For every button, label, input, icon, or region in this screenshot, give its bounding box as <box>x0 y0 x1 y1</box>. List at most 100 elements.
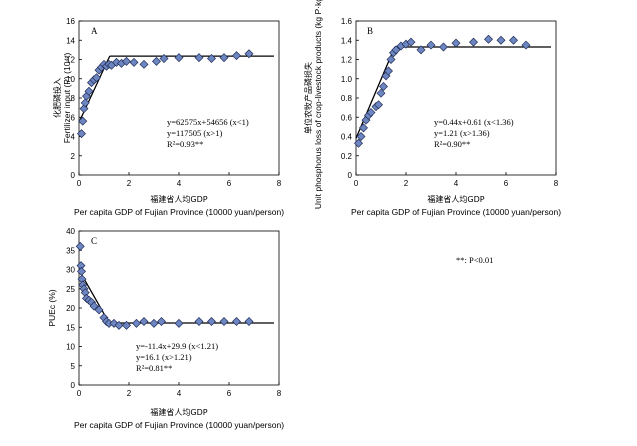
panel-a-data-point <box>122 56 131 66</box>
panel-b-data-point <box>384 66 393 76</box>
panel-c-data-point <box>75 241 85 251</box>
panel-c-ticks: 0 2 4 6 8 0 5 10 15 20 25 30 35 40 <box>66 227 282 398</box>
panel-c-ytick-label: 40 <box>66 227 75 236</box>
panel-a-data-point <box>139 59 149 69</box>
panel-a-ytick-label: 14 <box>66 36 75 45</box>
panel-a-data-point <box>219 53 229 63</box>
panel-c-equation-3: R²=0.81** <box>136 363 172 373</box>
panel-a-data-point <box>78 116 88 126</box>
panel-a-data-point <box>159 54 169 64</box>
panel-c-data-point <box>194 316 204 326</box>
panel-c-data-point <box>114 320 124 330</box>
panel-b-data-point <box>469 37 478 47</box>
panel-a-xtick-label: 4 <box>177 179 182 188</box>
panel-b-equation-1: y=0.44x+0.61 (x<1.36) <box>434 117 514 127</box>
panel-b-xtick-label: 0 <box>354 179 359 188</box>
panel-b-data-point <box>379 81 388 91</box>
panel-a-data-point <box>152 56 161 66</box>
panel-c-xtick-label: 0 <box>77 389 82 398</box>
panel-b-xtick-label: 8 <box>554 179 559 188</box>
panel-b-data-point <box>439 42 448 52</box>
panel-b-xlabel-en: Per capita GDP of Fujian Province (10000… <box>351 207 561 217</box>
panel-a-data-point <box>77 129 86 139</box>
panel-a-data-point <box>84 86 94 96</box>
panel-a-plot-frame <box>78 20 280 176</box>
panel-b-xtick-label: 2 <box>404 179 409 188</box>
panel-c-equation-2: y=16.1 (x>1.21) <box>136 352 192 362</box>
panel-c-ytick-label: 10 <box>66 343 75 352</box>
panel-a-xtick-label: 8 <box>277 179 282 188</box>
panel-a-ytick-label: 8 <box>71 94 76 103</box>
panel-a-ytick-label: 2 <box>71 152 76 161</box>
panel-c-points <box>75 241 254 330</box>
panel-c-ytick-label: 35 <box>66 246 75 255</box>
panel-c-xtick-label: 6 <box>227 389 232 398</box>
panel-b-ytick-label: 0.2 <box>341 152 353 161</box>
panel-b-ytick-label: 1.0 <box>341 75 353 84</box>
panel-c-ytick-label: 25 <box>66 285 75 294</box>
panel-b-data-point <box>354 138 363 148</box>
panel-b-data-point <box>376 88 386 98</box>
panel-a-equation-3: R²=0.93** <box>167 139 203 149</box>
panel-c-label: C <box>91 236 97 246</box>
panel-b-data-point <box>356 132 366 141</box>
panel-c-xtick-label: 4 <box>177 389 182 398</box>
panel-a-xlabel-cn: 福建省人均GDP <box>150 194 207 204</box>
panel-c-ytick-label: 0 <box>71 381 76 390</box>
panel-a-xtick-label: 0 <box>77 179 82 188</box>
panel-a-data-point <box>232 51 241 61</box>
panel-c-ylabel-en: PUEc (%) <box>47 289 57 326</box>
panel-b: B 0 2 4 6 8 0 0.2 0.4 0.6 0.8 1.0 1.2 1.4 1.6 y=0.44x… <box>303 0 561 217</box>
panel-a-xlabel-en: Per capita GDP of Fujian Province (10000… <box>74 207 284 217</box>
panel-b-ylabel-cn: 单位农牧产品磷损失 <box>303 62 313 134</box>
panel-b-equation-2: y=1.21 (x>1.36) <box>434 128 490 138</box>
panel-b-xtick-label: 4 <box>454 179 459 188</box>
panel-a-data-point <box>129 57 139 67</box>
panel-b-data-point <box>416 45 426 55</box>
panel-a-equation-2: y=117505 (x>1) <box>167 128 222 138</box>
panel-c-ytick-label: 30 <box>66 266 75 275</box>
panel-a-xtick-label: 2 <box>127 179 132 188</box>
panel-a: A 0 2 4 6 8 0 2 4 6 8 10 12 14 16 y=62575x+54656 (x<1… <box>52 17 284 217</box>
panel-b-data-point <box>426 40 436 50</box>
panel-c-data-point <box>174 318 184 328</box>
panel-c-data-point <box>232 316 241 326</box>
panel-b-xtick-label: 6 <box>504 179 509 188</box>
panel-a-ylabel-en: Fertilizer input (P) (10⁴t) <box>62 53 72 144</box>
panel-c-ytick-label: 15 <box>66 323 75 332</box>
panel-a-ytick-label: 0 <box>71 171 76 180</box>
panel-a-ytick-label: 10 <box>66 75 75 84</box>
panel-b-data-point <box>406 37 416 47</box>
panel-a-data-point <box>92 73 101 83</box>
panel-c-data-point <box>122 320 131 330</box>
panel-c-data-point <box>132 318 141 328</box>
panel-c-data-point <box>149 318 159 328</box>
panel-b-data-point <box>451 38 461 48</box>
panel-c-data-point <box>219 316 229 326</box>
panel-b-xlabel-cn: 福建省人均GDP <box>427 194 484 204</box>
panel-c-equation-1: y=-11.4x+29.9 (x<1.21) <box>136 341 218 351</box>
panel-b-data-point <box>366 107 376 117</box>
panel-c-xtick-label: 2 <box>127 389 132 398</box>
panel-a-data-point <box>80 98 90 108</box>
panel-a-data-point <box>79 104 89 114</box>
panel-c-data-point <box>89 301 99 311</box>
panel-b-ticks: 0 2 4 6 8 0 0.2 0.4 0.6 0.8 1.0 1.2 1.4 1.6 <box>341 17 559 188</box>
panel-b-data-point <box>509 35 518 45</box>
significance-note: **: P<0.01 <box>456 255 493 265</box>
panel-a-data-point <box>207 54 216 64</box>
panel-c-data-point <box>139 316 149 326</box>
panel-b-ytick-label: 1.4 <box>341 36 353 45</box>
panel-b-ylabel-en: Unit phosphorus loss of crop-livestock p… <box>313 0 323 209</box>
panel-b-data-point <box>386 55 396 64</box>
panel-c-ytick-label: 5 <box>71 362 76 371</box>
panel-b-ytick-label: 0.8 <box>341 94 353 103</box>
panel-b-data-point <box>521 40 531 50</box>
panel-a-points <box>77 49 254 139</box>
panel-a-ytick-label: 4 <box>71 133 76 142</box>
panel-a-data-point <box>194 53 204 63</box>
panel-c-data-point <box>207 316 216 326</box>
panel-b-ytick-label: 1.6 <box>341 17 353 26</box>
panel-a-equation-1: y=62575x+54656 (x<1) <box>167 117 249 127</box>
